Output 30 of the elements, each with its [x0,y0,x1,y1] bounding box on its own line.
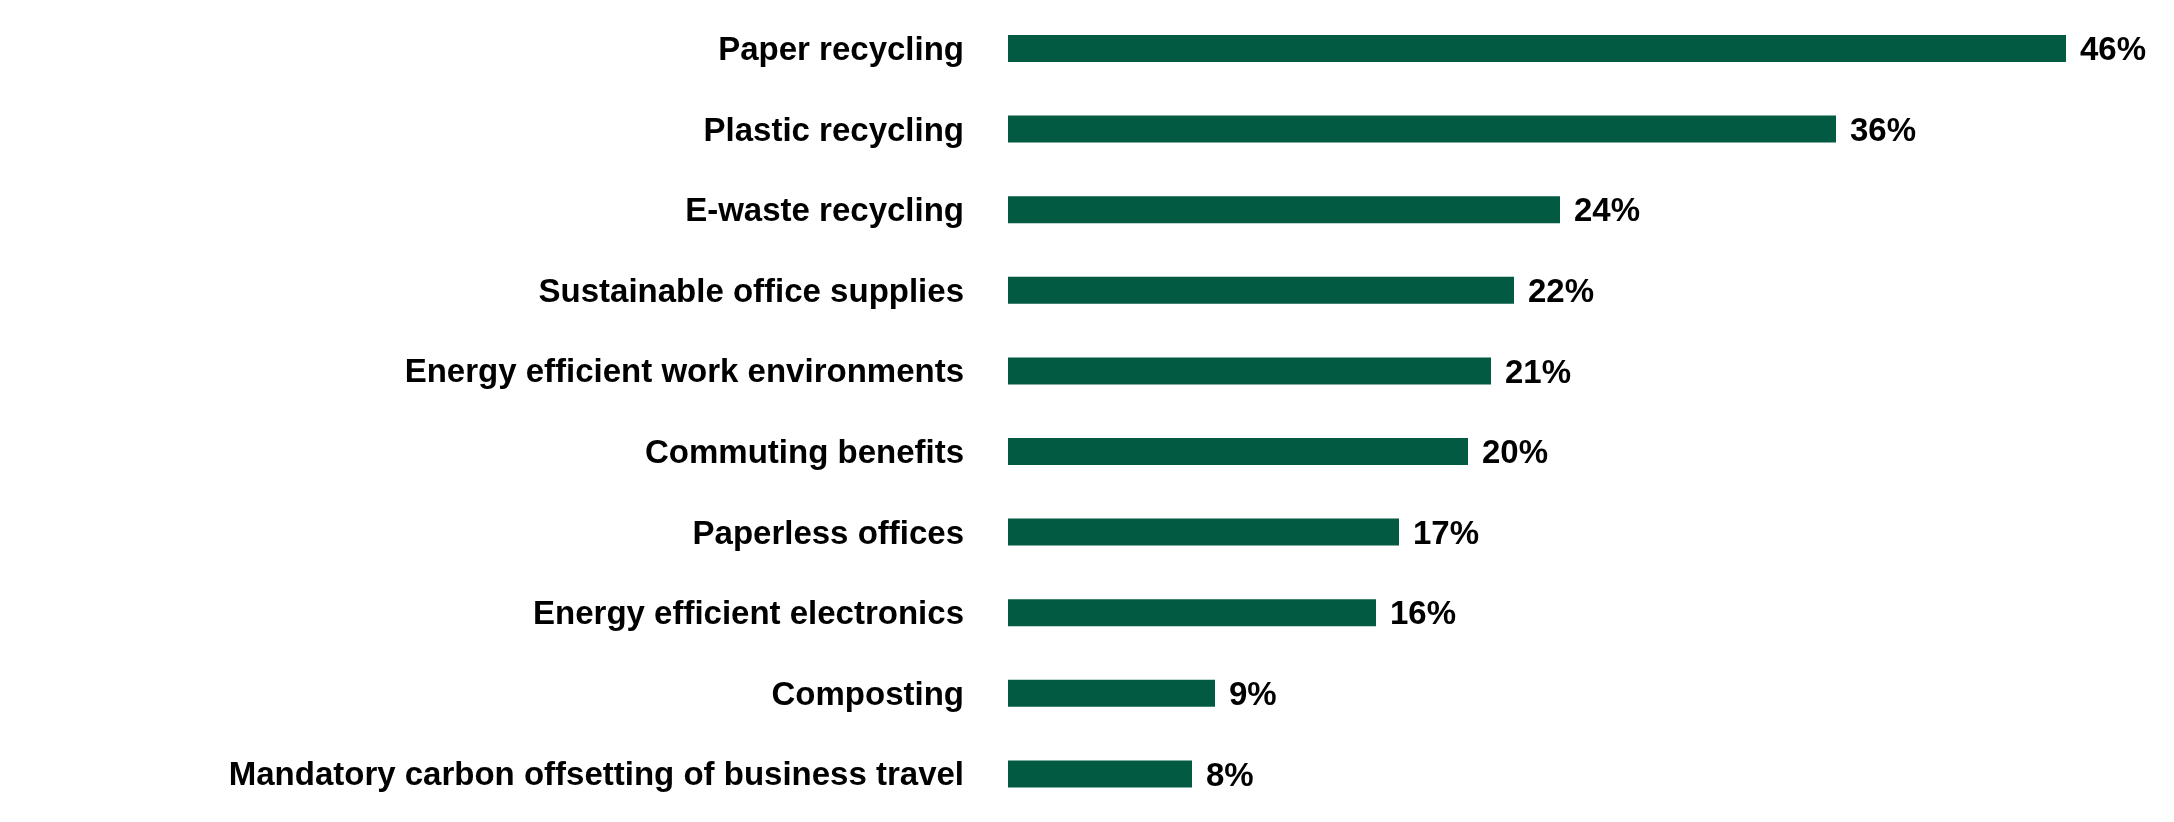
y-tick-label: Composting [771,674,964,712]
y-tick-label: Mandatory carbon offsetting of business travel [228,755,964,793]
data-label: 22% [1528,272,1595,310]
bar [1008,518,1399,546]
bar [1008,276,1514,304]
data-label: 20% [1482,433,1549,471]
bar [1008,357,1491,385]
y-tick-label: Paper recycling [718,30,964,68]
data-label: 17% [1413,513,1480,551]
y-tick-label: E-waste recycling [685,191,964,229]
data-label: 46% [2080,30,2147,68]
y-tick-label: Paperless offices [692,513,964,551]
y-tick-label: Sustainable office supplies [538,271,964,309]
data-label: 9% [1229,675,1277,713]
data-label: 24% [1574,191,1641,229]
bar [1008,760,1192,788]
data-label: 36% [1850,110,1917,148]
data-label: 16% [1390,594,1457,632]
bar [1008,35,2066,62]
y-tick-label: Commuting benefits [645,433,964,471]
data-label: 21% [1505,352,1572,390]
data-label: 8% [1206,755,1254,793]
bar [1008,438,1468,465]
bar [1008,679,1215,707]
bar [1008,599,1376,627]
y-tick-label: Energy efficient electronics [533,594,964,632]
bar [1008,115,1836,143]
y-tick-label: Energy efficient work environments [404,352,964,390]
y-tick-label: Plastic recycling [703,110,964,148]
bar [1008,196,1560,224]
